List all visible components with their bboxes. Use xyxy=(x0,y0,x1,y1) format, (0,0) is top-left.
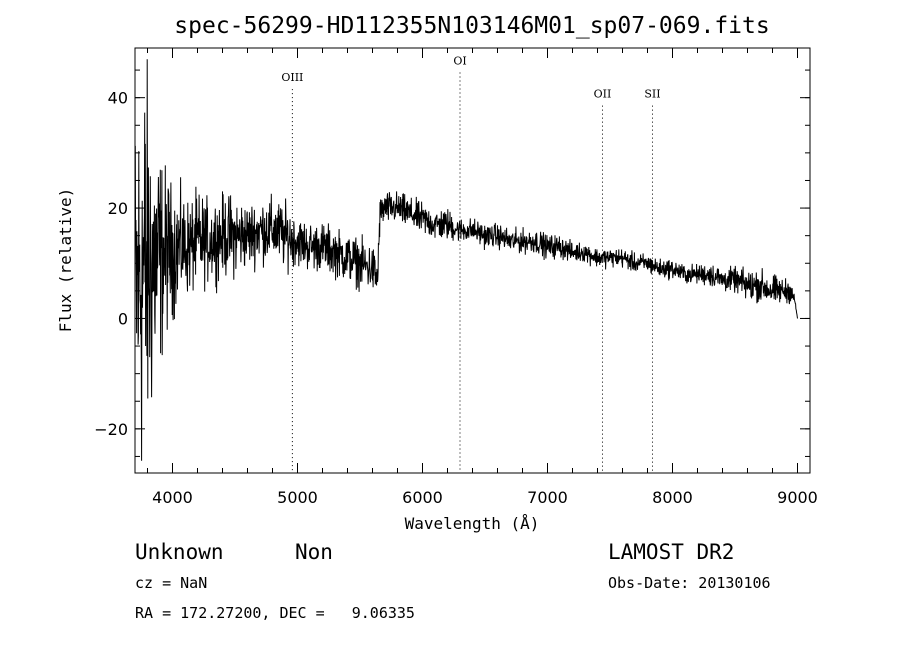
spectrum-series-line xyxy=(135,59,798,461)
x-tick-label: 8000 xyxy=(652,488,693,507)
x-tick-label: 7000 xyxy=(527,488,568,507)
y-tick-label: 40 xyxy=(108,89,128,108)
observation-date: Obs-Date: 20130106 xyxy=(608,574,771,592)
y-tick-label: 0 xyxy=(118,309,128,328)
x-tick-label: 5000 xyxy=(277,488,318,507)
spectral-line-label: OII xyxy=(594,88,612,101)
object-subclass: Non xyxy=(295,540,333,564)
x-axis-label: Wavelength (Å) xyxy=(405,514,540,533)
y-tick-label: 20 xyxy=(108,199,128,218)
spectral-line-label: OI xyxy=(453,55,466,68)
chart-title: spec-56299-HD112355N103146M01_sp07-069.f… xyxy=(174,13,769,39)
axis-ticks: 4000 5000 6000 7000 8000 9000 −20 0 20 40 xyxy=(94,48,818,507)
coordinates-readout: RA = 172.27200, DEC = 9.06335 xyxy=(135,604,415,622)
spectral-line-label: OIII xyxy=(281,71,303,84)
x-tick-label: 4000 xyxy=(152,488,193,507)
object-class: Unknown xyxy=(135,540,224,564)
survey-name: LAMOST DR2 xyxy=(608,540,735,564)
spectral-line-label: SII xyxy=(644,88,660,101)
x-tick-label: 6000 xyxy=(402,488,443,507)
y-axis-label: Flux (relative) xyxy=(56,188,75,333)
y-tick-label: −20 xyxy=(94,420,128,439)
x-tick-label: 9000 xyxy=(777,488,818,507)
redshift-readout: cz = NaN xyxy=(135,574,208,592)
spectral-line-markers: OIII OI OII SII xyxy=(281,55,661,473)
